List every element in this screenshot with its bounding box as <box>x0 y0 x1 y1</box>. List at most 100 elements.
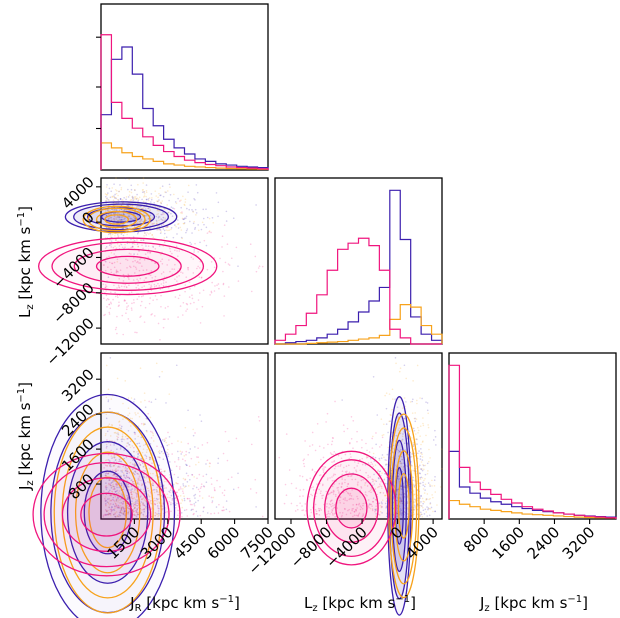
point-blue <box>127 511 130 514</box>
point-pink <box>357 514 359 517</box>
point-pink <box>126 437 128 440</box>
point-pink <box>115 270 118 273</box>
point-orange <box>107 509 109 512</box>
point-blue <box>420 448 422 450</box>
point-pink <box>258 419 261 422</box>
point-blue <box>158 507 160 510</box>
point-orange <box>423 479 425 482</box>
point-pink <box>120 285 123 288</box>
point-pink <box>371 488 373 491</box>
point-blue <box>105 486 108 489</box>
point-pink <box>213 512 216 515</box>
point-orange <box>105 186 108 188</box>
point-blue <box>124 514 126 516</box>
point-blue <box>194 501 197 504</box>
point-orange <box>112 481 114 483</box>
point-blue <box>123 474 125 476</box>
point-blue <box>160 213 163 216</box>
point-orange <box>119 219 122 222</box>
point-orange <box>112 513 115 516</box>
contour-jz-jr-pink <box>32 452 181 577</box>
point-orange <box>104 496 107 498</box>
point-pink <box>349 492 352 495</box>
point-blue <box>180 206 183 209</box>
point-orange <box>162 452 165 455</box>
point-blue <box>396 512 398 515</box>
point-pink <box>295 487 298 489</box>
point-pink <box>165 281 167 284</box>
point-blue <box>104 260 107 263</box>
point-pink <box>351 508 353 510</box>
point-orange <box>175 225 177 228</box>
point-pink <box>360 506 363 509</box>
point-pink <box>219 257 221 260</box>
point-orange <box>128 194 131 197</box>
point-blue <box>379 470 382 473</box>
point-orange <box>169 496 171 499</box>
point-pink <box>111 509 113 511</box>
point-orange <box>168 393 171 395</box>
point-blue <box>171 497 174 500</box>
point-pink <box>151 222 154 225</box>
point-orange <box>147 218 149 220</box>
point-pink <box>177 509 179 512</box>
point-pink <box>140 315 142 317</box>
point-pink <box>235 437 238 440</box>
point-blue <box>120 460 123 463</box>
point-blue <box>106 197 108 199</box>
point-blue <box>421 459 424 461</box>
point-orange <box>183 222 185 225</box>
point-pink <box>149 251 152 254</box>
point-pink <box>191 297 194 300</box>
point-pink <box>223 295 226 297</box>
point-pink <box>255 270 258 273</box>
point-pink <box>158 285 161 287</box>
point-blue <box>145 505 147 508</box>
point-blue <box>183 509 186 512</box>
point-blue <box>127 498 129 501</box>
point-blue <box>403 476 405 479</box>
point-orange <box>137 198 140 200</box>
point-pink <box>136 298 139 300</box>
point-blue <box>420 468 422 470</box>
point-orange <box>179 211 182 214</box>
point-pink <box>224 430 227 433</box>
point-pink <box>321 495 323 497</box>
point-orange <box>132 509 134 511</box>
point-blue <box>162 216 165 219</box>
point-orange <box>416 364 419 367</box>
point-pink <box>331 461 333 463</box>
point-pink <box>149 491 152 493</box>
point-blue <box>403 485 406 487</box>
point-pink <box>165 487 167 489</box>
point-pink <box>329 452 332 454</box>
point-orange <box>168 211 170 214</box>
point-pink <box>103 264 105 266</box>
point-orange <box>137 435 139 438</box>
point-blue <box>162 458 165 461</box>
point-orange <box>121 216 124 219</box>
point-blue <box>195 510 198 513</box>
point-blue <box>144 406 147 408</box>
point-blue <box>177 476 179 479</box>
point-pink <box>353 511 356 513</box>
point-pink <box>190 457 193 460</box>
point-pink <box>193 512 195 515</box>
point-orange <box>122 213 125 215</box>
point-blue <box>158 228 160 230</box>
point-pink <box>115 470 118 473</box>
point-pink <box>258 265 261 268</box>
point-pink <box>189 287 191 290</box>
point-pink <box>174 461 176 463</box>
point-pink <box>135 511 138 514</box>
point-orange <box>441 467 443 470</box>
point-blue <box>183 497 186 500</box>
point-orange <box>114 512 117 514</box>
point-orange <box>399 487 402 490</box>
point-pink <box>130 491 132 493</box>
point-orange <box>105 443 108 446</box>
point-blue <box>157 512 160 515</box>
point-blue <box>156 491 158 493</box>
point-pink <box>166 511 168 513</box>
point-pink <box>161 262 164 265</box>
